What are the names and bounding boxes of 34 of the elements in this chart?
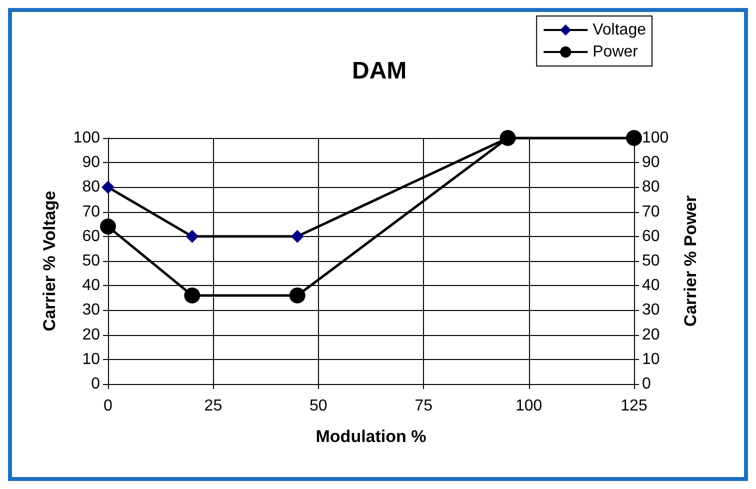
- y2-tick-label: 60: [642, 228, 660, 245]
- x-tick-label: 125: [620, 398, 648, 414]
- y-axis-title: Carrier % Voltage: [40, 190, 59, 332]
- x-tick-label: 50: [310, 398, 328, 414]
- y2-tick-label: 20: [642, 326, 660, 344]
- y-tick-label: 70: [82, 203, 100, 220]
- y2-tick-label: 70: [642, 203, 660, 220]
- chart-title: DAM: [352, 58, 407, 84]
- x-tick-label: 0: [104, 398, 113, 414]
- y2-tick-label: 0: [642, 376, 651, 392]
- y2-tick-label: 30: [642, 302, 660, 319]
- y2-axis-title: Carrier % Power: [681, 194, 700, 327]
- y2-tick-label: 50: [642, 252, 660, 270]
- y-tick-label: 50: [82, 252, 100, 270]
- y-tick-label: 40: [82, 277, 100, 294]
- y2-tick-label: 100: [642, 130, 669, 146]
- y-tick-label: 80: [82, 178, 100, 196]
- y-tick-label: 90: [82, 154, 100, 172]
- x-axis-title: Modulation %: [316, 427, 426, 446]
- x-tick-label: 100: [515, 398, 542, 414]
- y2-tick-label: 10: [642, 350, 660, 368]
- y2-tick-label: 40: [642, 277, 660, 294]
- y-tick-label: 0: [91, 376, 100, 392]
- x-tick-label: 25: [204, 398, 222, 414]
- legend-label: Voltage: [592, 22, 646, 38]
- y2-tick-label: 80: [642, 178, 660, 196]
- y-tick-label: 20: [82, 326, 100, 344]
- y-tick-label: 10: [82, 350, 100, 368]
- legend-label: Power: [592, 44, 639, 60]
- y-tick-label: 100: [73, 130, 100, 146]
- x-tick-label: 75: [414, 398, 433, 414]
- y-tick-label: 30: [82, 302, 100, 319]
- y2-tick-label: 90: [642, 154, 660, 172]
- y-tick-label: 60: [82, 228, 100, 245]
